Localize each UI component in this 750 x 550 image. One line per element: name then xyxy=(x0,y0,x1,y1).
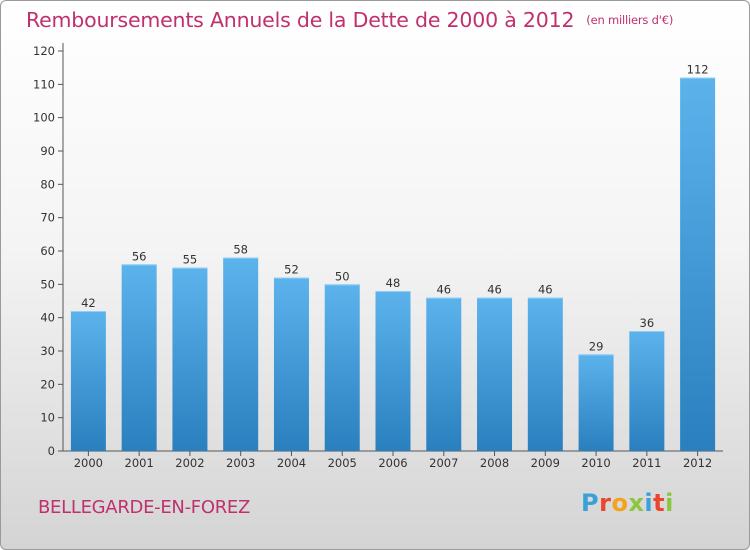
x-tick-label: 2008 xyxy=(480,456,509,470)
x-tick-label: 2007 xyxy=(429,456,458,470)
data-label: 52 xyxy=(284,263,299,277)
bar xyxy=(527,297,563,451)
chart-subtitle: (en milliers d'€) xyxy=(586,13,674,27)
x-tick-label: 2009 xyxy=(531,456,560,470)
y-tick-label: 100 xyxy=(33,111,55,125)
data-label: 36 xyxy=(640,316,655,330)
y-tick-label: 90 xyxy=(40,144,55,158)
x-tick-label: 2005 xyxy=(328,456,357,470)
y-tick-label: 70 xyxy=(40,211,55,225)
data-label: 50 xyxy=(335,269,350,283)
x-tick-label: 2004 xyxy=(277,456,306,470)
data-label: 112 xyxy=(687,63,709,77)
y-tick-label: 80 xyxy=(40,177,55,191)
x-tick-label: 2010 xyxy=(581,456,610,470)
y-tick-label: 50 xyxy=(40,277,55,291)
x-tick-label: 2001 xyxy=(125,456,154,470)
x-tick-label: 2011 xyxy=(632,456,661,470)
y-tick-label: 40 xyxy=(40,311,55,325)
data-label: 46 xyxy=(538,283,553,297)
x-tick-label: 2003 xyxy=(226,456,255,470)
bar xyxy=(578,354,614,451)
data-label: 55 xyxy=(183,253,198,267)
bar xyxy=(629,331,665,451)
chart-title: Remboursements Annuels de la Dette de 20… xyxy=(26,8,673,32)
x-tick-label: 2002 xyxy=(175,456,204,470)
chart-title-text: Remboursements Annuels de la Dette de 20… xyxy=(26,8,575,32)
x-tick-label: 2012 xyxy=(683,456,712,470)
bar xyxy=(273,277,309,451)
bar xyxy=(70,311,106,451)
x-tick-label: 2006 xyxy=(378,456,407,470)
data-label: 46 xyxy=(487,283,502,297)
y-tick-label: 10 xyxy=(40,411,55,425)
y-tick-label: 60 xyxy=(40,244,55,258)
data-label: 29 xyxy=(589,339,604,353)
x-tick-label: 2000 xyxy=(74,456,103,470)
bar xyxy=(121,264,157,451)
bar xyxy=(375,291,411,451)
proxiti-logo: Proxiti xyxy=(581,489,674,517)
data-label: 42 xyxy=(81,296,96,310)
y-tick-label: 30 xyxy=(40,344,55,358)
commune-name: BELLEGARDE-EN-FOREZ xyxy=(38,497,251,518)
bar xyxy=(426,297,462,451)
bar xyxy=(324,284,360,451)
y-tick-label: 20 xyxy=(40,377,55,391)
data-label: 46 xyxy=(436,283,451,297)
data-label: 48 xyxy=(386,276,401,290)
data-label: 56 xyxy=(132,249,147,263)
y-tick-label: 110 xyxy=(33,77,55,91)
bar xyxy=(223,257,259,451)
data-label: 58 xyxy=(233,243,248,257)
y-tick-label: 0 xyxy=(48,444,55,458)
bar xyxy=(172,267,208,451)
y-tick-label: 120 xyxy=(33,44,55,58)
bar xyxy=(477,297,513,451)
bar xyxy=(680,77,716,452)
